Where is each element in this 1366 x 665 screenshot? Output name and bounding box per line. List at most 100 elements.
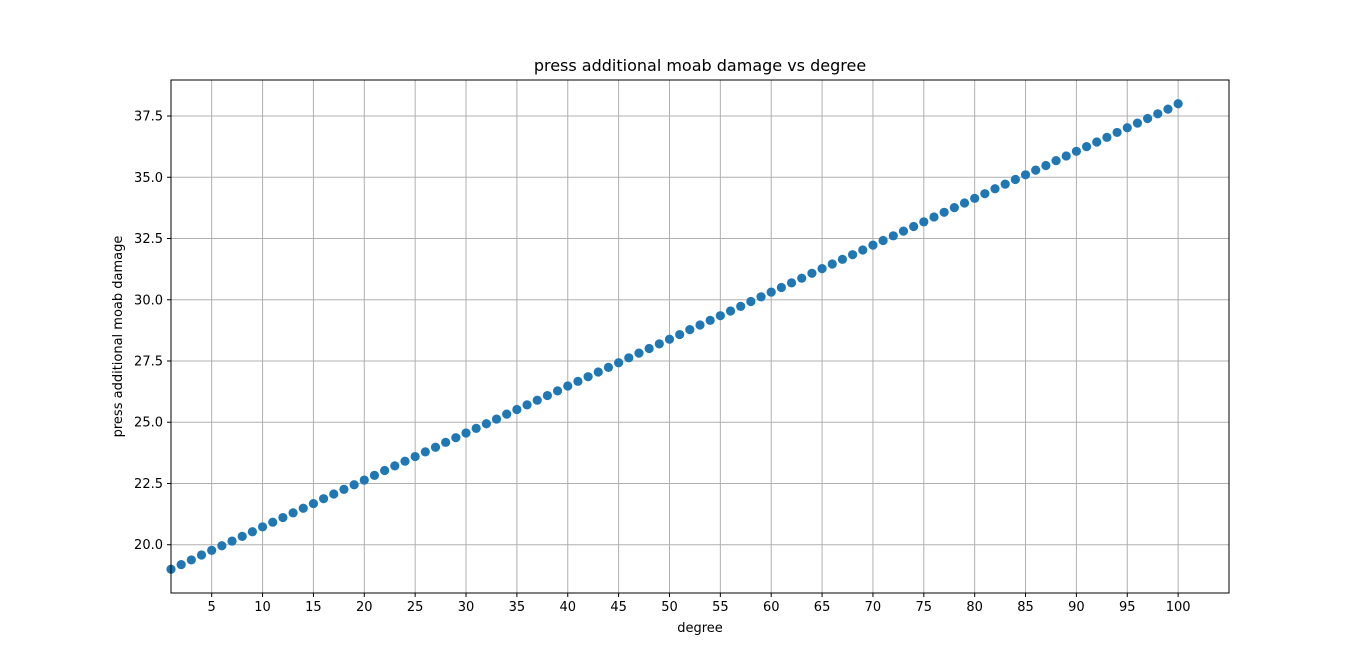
- data-point: [685, 325, 695, 335]
- data-point: [756, 292, 766, 302]
- data-point: [308, 498, 319, 509]
- data-point: [573, 376, 583, 386]
- x-tick-label: 95: [1119, 600, 1136, 615]
- x-tick-label: 10: [254, 600, 271, 615]
- data-point: [390, 461, 400, 471]
- data-point: [593, 367, 603, 377]
- data-point: [502, 409, 512, 419]
- data-point: [990, 184, 1000, 194]
- data-point: [430, 442, 441, 452]
- x-tick-label: 25: [407, 600, 424, 615]
- data-point: [1071, 146, 1082, 156]
- data-point: [471, 423, 481, 433]
- data-point: [746, 296, 756, 307]
- data-point: [1081, 142, 1092, 152]
- data-point: [196, 550, 207, 560]
- data-point: [461, 428, 471, 438]
- y-tick-label: 27.5: [134, 354, 163, 369]
- data-point: [278, 512, 288, 523]
- grid-lines: [171, 80, 1229, 593]
- data-point: [837, 254, 848, 264]
- x-tick-label: 55: [712, 600, 729, 615]
- data-point: [1000, 179, 1010, 189]
- data-point: [797, 273, 807, 283]
- data-points: [166, 99, 1183, 574]
- data-point: [268, 517, 278, 527]
- data-point: [207, 545, 217, 555]
- data-point: [237, 531, 247, 542]
- x-tick-label: 20: [356, 600, 373, 615]
- data-point: [491, 414, 502, 424]
- data-point: [552, 386, 563, 396]
- data-point: [868, 240, 878, 250]
- data-point: [970, 193, 980, 203]
- data-point: [949, 203, 959, 213]
- data-point: [583, 372, 593, 382]
- x-tick-label: 75: [916, 600, 933, 615]
- data-point: [380, 465, 390, 476]
- x-tick-label: 100: [1166, 600, 1191, 615]
- data-point: [1163, 104, 1173, 114]
- x-tick-label: 90: [1068, 600, 1085, 615]
- x-tick-label: 80: [966, 600, 983, 615]
- x-axis-label: degree: [677, 621, 723, 636]
- data-point: [715, 311, 725, 321]
- data-point: [217, 541, 227, 551]
- x-axis-ticks: 5 10 15 20 25 30 35 40 45 50 55 60 65 70 75 80 85 90 95 100: [208, 593, 1191, 615]
- data-point: [624, 353, 634, 363]
- y-tick-label: 20.0: [134, 538, 163, 553]
- data-point: [959, 198, 970, 208]
- data-point: [481, 419, 491, 429]
- data-point: [1031, 165, 1041, 175]
- data-point: [878, 235, 888, 246]
- x-tick-label: 70: [865, 600, 882, 615]
- data-point: [369, 470, 380, 481]
- x-tick-label: 5: [208, 600, 216, 615]
- data-point: [298, 503, 308, 513]
- y-tick-label: 25.0: [134, 416, 163, 431]
- x-tick-label: 40: [559, 600, 576, 615]
- data-point: [847, 250, 858, 260]
- data-point: [349, 480, 359, 490]
- y-tick-label: 32.5: [134, 232, 163, 247]
- y-tick-label: 35.0: [134, 171, 163, 186]
- data-point: [1061, 151, 1071, 161]
- data-point: [522, 400, 532, 410]
- data-point: [1132, 118, 1143, 128]
- data-point: [898, 226, 909, 236]
- data-point: [257, 522, 268, 532]
- y-axis-ticks: 20.0 22.5 25.0 27.5 30.0 32.5 35.0 37.5: [134, 110, 171, 553]
- x-tick-label: 65: [814, 600, 831, 615]
- data-point: [339, 484, 349, 494]
- data-point: [939, 207, 949, 217]
- data-point: [1173, 99, 1183, 109]
- data-point: [227, 536, 237, 546]
- x-tick-label: 30: [458, 600, 475, 615]
- data-point: [1010, 174, 1020, 185]
- x-tick-label: 15: [305, 600, 322, 615]
- data-point: [634, 348, 644, 358]
- x-tick-label: 60: [763, 600, 780, 615]
- data-point: [441, 437, 451, 447]
- x-tick-label: 45: [610, 600, 627, 615]
- data-point: [919, 217, 929, 227]
- data-point: [980, 189, 990, 199]
- data-point: [858, 245, 868, 255]
- data-point: [542, 390, 553, 401]
- data-point: [1020, 170, 1031, 180]
- data-point: [705, 315, 715, 325]
- data-point: [817, 264, 827, 274]
- data-point: [766, 287, 776, 297]
- data-point: [1153, 109, 1163, 119]
- data-point: [603, 362, 614, 372]
- data-point: [675, 329, 685, 340]
- x-tick-label: 35: [509, 600, 526, 615]
- y-tick-label: 30.0: [134, 293, 163, 308]
- data-point: [359, 475, 369, 485]
- data-point: [786, 278, 797, 288]
- data-point: [929, 212, 939, 222]
- data-point: [400, 456, 410, 466]
- data-point: [329, 489, 339, 499]
- data-point: [1041, 160, 1051, 171]
